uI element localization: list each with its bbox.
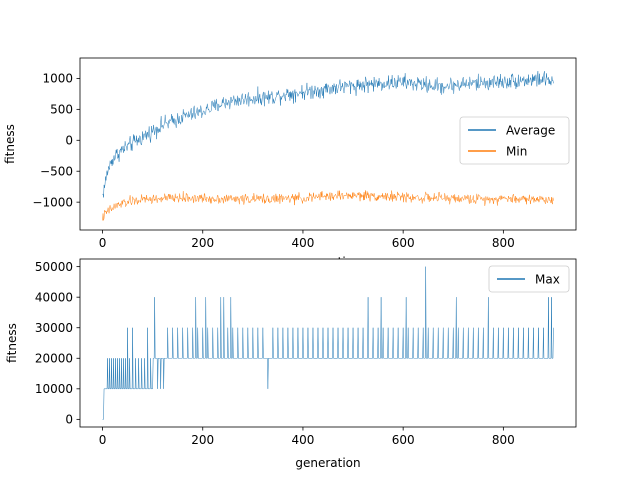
bottom-legend-box <box>488 265 570 293</box>
legend-max-label: Max <box>535 273 560 287</box>
bottom-y-axis-label: fitness <box>5 323 19 363</box>
top-series-group <box>102 70 554 221</box>
x-tick-label: 800 <box>492 433 515 447</box>
x-tick-label: 200 <box>191 433 214 447</box>
bottom-series-group <box>102 266 554 420</box>
top-legend: Average Min <box>459 116 570 165</box>
legend-min-label: Min <box>506 145 527 159</box>
x-tick-label: 600 <box>392 433 415 447</box>
x-tick-label: 0 <box>99 236 107 250</box>
y-tick-label: −1000 <box>32 195 73 209</box>
bottom-axes-frame <box>79 258 577 428</box>
legend-average-label: Average <box>506 124 555 138</box>
bottom-subplot: 0 200 400 600 800 0 10000 20000 30000 40000 50000… <box>5 258 577 470</box>
bottom-x-ticks: 0 200 400 600 800 <box>99 427 515 447</box>
x-tick-label: 800 <box>492 236 515 250</box>
y-tick-label: 50000 <box>35 260 73 274</box>
top-axes-frame <box>79 57 577 231</box>
y-tick-label: −500 <box>40 164 73 178</box>
y-tick-label: 0 <box>65 413 73 427</box>
x-tick-label: 400 <box>291 433 314 447</box>
series-line-max <box>102 266 554 420</box>
x-tick-label: 600 <box>392 236 415 250</box>
top-x-ticks: 0 200 400 600 800 <box>99 230 515 250</box>
top-legend-box <box>459 116 570 165</box>
top-y-axis-label: fitness <box>3 124 17 164</box>
bottom-x-axis-label: generation <box>295 456 360 470</box>
series-line-average <box>102 70 554 198</box>
y-tick-label: 0 <box>65 133 73 147</box>
x-tick-label: 0 <box>99 433 107 447</box>
x-tick-label: 400 <box>291 236 314 250</box>
x-tick-label: 200 <box>191 236 214 250</box>
y-tick-label: 40000 <box>35 290 73 304</box>
series-line-min <box>102 190 554 221</box>
top-y-ticks: −1000 −500 0 500 1000 <box>32 72 80 209</box>
y-tick-label: 10000 <box>35 382 73 396</box>
y-tick-label: 20000 <box>35 351 73 365</box>
bottom-legend: Max <box>488 265 570 293</box>
y-tick-label: 1000 <box>42 72 73 86</box>
y-tick-label: 30000 <box>35 321 73 335</box>
y-tick-label: 500 <box>50 103 73 117</box>
bottom-y-ticks: 0 10000 20000 30000 40000 50000 <box>35 260 80 427</box>
